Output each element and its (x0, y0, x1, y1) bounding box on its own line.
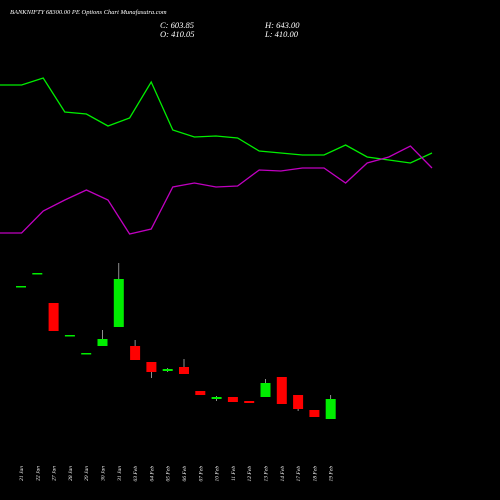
x-tick-label: 11 Feb (231, 466, 237, 481)
x-tick-label: 27 Jan (52, 466, 58, 481)
candle-body (309, 410, 320, 417)
x-tick-label: 18 Feb (312, 466, 318, 482)
candle-body (293, 395, 304, 409)
x-tick-label: 28 Jan (68, 466, 74, 481)
x-tick-label: 06 Feb (182, 466, 188, 482)
close-label: C: 603.85 (160, 20, 194, 30)
candle-body (81, 353, 92, 355)
candle-body (48, 303, 59, 331)
x-tick-label: 04 Feb (148, 466, 155, 482)
candle-body (276, 377, 287, 404)
candle-body (244, 401, 255, 403)
high-label: H: 643.00 (264, 20, 300, 30)
x-tick-label: 13 Feb (264, 466, 270, 482)
x-tick-label: 21 Jan (19, 466, 25, 481)
x-tick-label: 14 Feb (279, 466, 286, 482)
line-series (0, 145, 433, 235)
candle-body (16, 286, 26, 288)
candle-body (32, 273, 43, 275)
x-tick-label: 30 Jan (101, 466, 107, 482)
candle-body (260, 383, 271, 397)
x-tick-label: 22 Jan (35, 466, 41, 481)
candle-body (162, 369, 173, 371)
x-tick-label: 03 Feb (133, 466, 139, 482)
candle-body (146, 362, 157, 372)
candle-body (64, 335, 75, 337)
x-tick-label: 05 Feb (166, 466, 172, 482)
x-tick-label: 19 Feb (329, 466, 335, 482)
x-tick-label: 12 Feb (247, 466, 253, 482)
x-tick-label: 31 Jan (117, 466, 123, 482)
candle-body (113, 279, 124, 327)
candle-body (130, 346, 141, 360)
candle-body (195, 391, 206, 395)
candle-body (97, 339, 108, 346)
x-tick-label: 29 Jan (84, 466, 90, 481)
x-tick-label: 07 Feb (198, 466, 204, 482)
candle-body (227, 397, 238, 402)
candle-body (179, 367, 189, 374)
open-label: O: 410.05 (160, 29, 194, 39)
x-tick-label: 17 Feb (296, 466, 302, 482)
low-label: L: 410.00 (264, 29, 299, 39)
candle-body (325, 399, 336, 419)
chart-title: BANKNIFTY 68300.00 PE Options Chart Muna… (10, 9, 167, 16)
line-series (0, 77, 433, 164)
x-tick-label: 10 Feb (215, 466, 221, 482)
candle-body (211, 397, 222, 399)
